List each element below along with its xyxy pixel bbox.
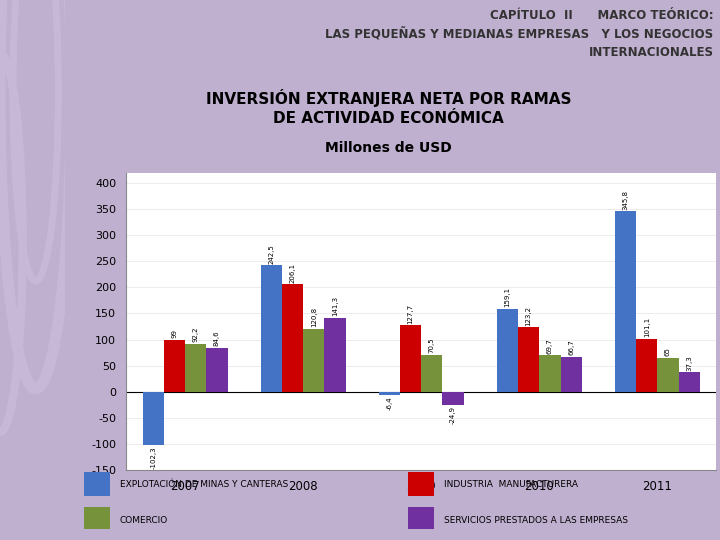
Text: CAPÍTULO  II      MARCO TEÓRICO:
LAS PEQUEÑAS Y MEDIANAS EMPRESAS   Y LOS NEGOCI: CAPÍTULO II MARCO TEÓRICO: LAS PEQUEÑAS … [325, 9, 714, 59]
Bar [518, 327, 539, 392]
Bar [497, 309, 518, 392]
Bar [379, 392, 400, 395]
Bar [679, 372, 700, 391]
Text: 65: 65 [665, 347, 671, 356]
Bar [303, 329, 325, 392]
Text: 92,2: 92,2 [193, 327, 199, 342]
Text: 127,7: 127,7 [408, 303, 413, 323]
Bar [636, 339, 657, 392]
Text: 120,8: 120,8 [311, 307, 317, 327]
Text: -102,3: -102,3 [150, 447, 156, 469]
Bar [561, 357, 582, 392]
Bar [163, 340, 185, 392]
Bar [207, 348, 228, 392]
Text: 66,7: 66,7 [568, 340, 574, 355]
Text: 37,3: 37,3 [686, 355, 692, 370]
Text: 123,2: 123,2 [526, 306, 531, 326]
Text: INDUSTRIA  MANUFACTURERA: INDUSTRIA MANUFACTURERA [444, 481, 578, 489]
Bar [657, 358, 679, 392]
Bar [539, 355, 561, 391]
Text: -6,4: -6,4 [387, 396, 392, 410]
Bar [421, 355, 443, 392]
Text: 69,7: 69,7 [547, 338, 553, 354]
FancyBboxPatch shape [84, 471, 110, 496]
FancyBboxPatch shape [84, 507, 110, 531]
Text: INVERSIÓN EXTRANJERA NETA POR RAMAS
DE ACTIVIDAD ECONÓMICA: INVERSIÓN EXTRANJERA NETA POR RAMAS DE A… [206, 89, 572, 126]
Text: 99: 99 [171, 329, 177, 339]
Text: -24,9: -24,9 [450, 406, 456, 424]
Text: 101,1: 101,1 [644, 317, 649, 338]
Text: SERVICIOS PRESTADOS A LAS EMPRESAS: SERVICIOS PRESTADOS A LAS EMPRESAS [444, 516, 628, 524]
Text: EXPLOTACIÓN DE MINAS Y CANTERAS: EXPLOTACIÓN DE MINAS Y CANTERAS [120, 481, 288, 489]
Bar [615, 212, 636, 392]
Bar [261, 265, 282, 392]
Text: 84,6: 84,6 [214, 330, 220, 346]
Bar [400, 325, 421, 392]
Bar [143, 392, 163, 445]
Text: COMERCIO: COMERCIO [120, 516, 168, 524]
FancyBboxPatch shape [408, 471, 434, 496]
Text: 70,5: 70,5 [429, 338, 435, 353]
Text: Millones de USD: Millones de USD [325, 140, 452, 154]
Bar [443, 392, 464, 404]
Text: 345,8: 345,8 [623, 190, 629, 210]
Bar [282, 284, 303, 392]
Text: 141,3: 141,3 [332, 296, 338, 316]
Text: 159,1: 159,1 [505, 287, 510, 307]
Bar [185, 343, 207, 392]
Text: 242,5: 242,5 [269, 244, 274, 264]
FancyBboxPatch shape [408, 507, 434, 531]
Text: 206,1: 206,1 [289, 262, 295, 282]
Bar [325, 318, 346, 392]
